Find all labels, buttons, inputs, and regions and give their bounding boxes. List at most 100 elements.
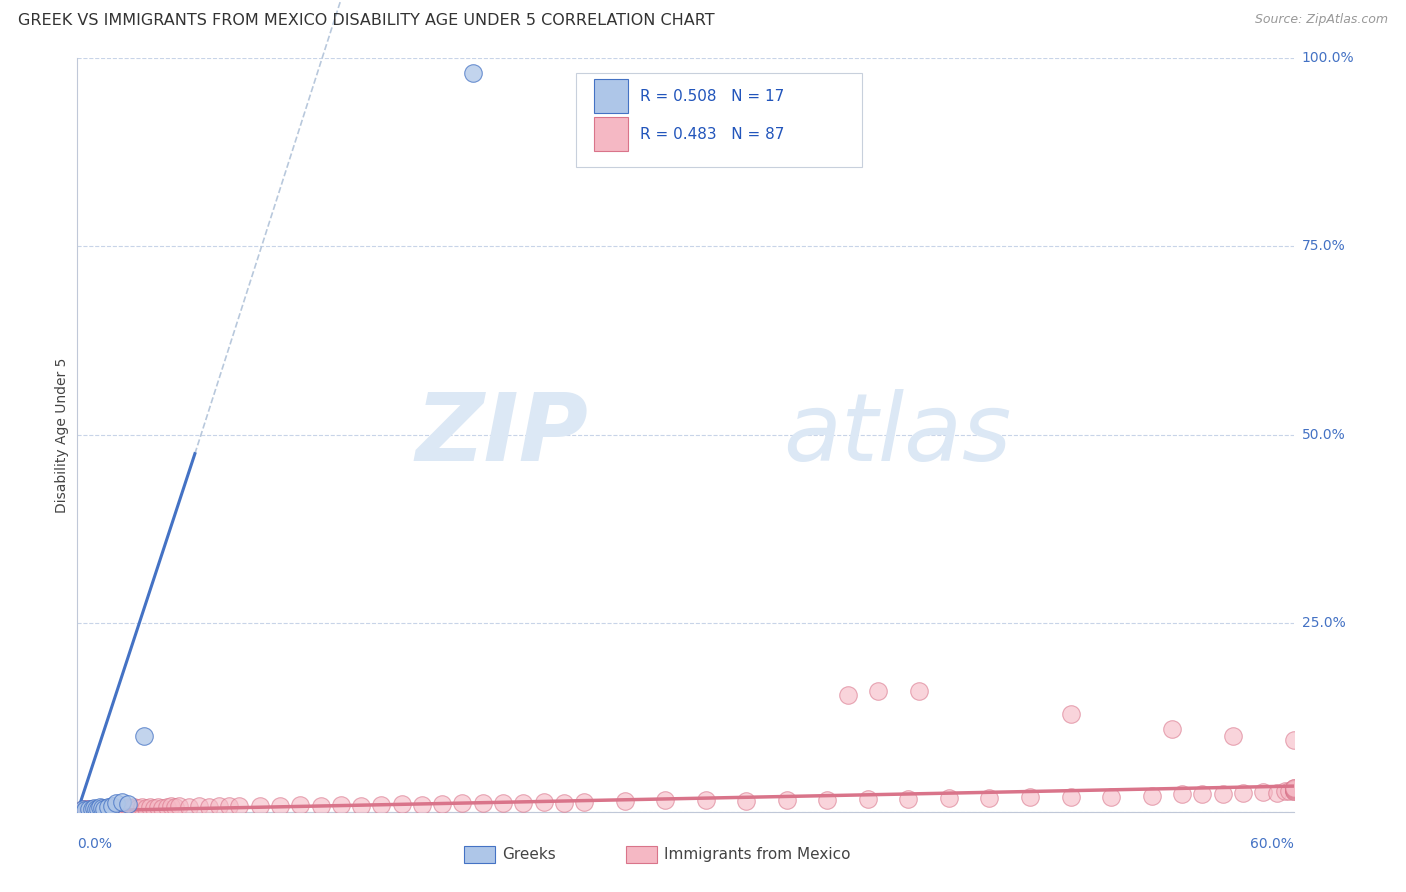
Point [1282, 780, 1305, 795]
Point [735, 794, 758, 808]
Point [1282, 782, 1305, 797]
Point [148, 800, 170, 814]
Point [75, 802, 97, 816]
Bar [595, 117, 628, 151]
Point [83, 802, 105, 816]
Point [79, 802, 101, 816]
Point [1222, 730, 1244, 744]
Text: 0.0%: 0.0% [77, 837, 112, 851]
Point [553, 796, 575, 810]
Point [93, 802, 115, 816]
Point [370, 797, 392, 812]
Point [177, 800, 200, 814]
Point [1191, 788, 1213, 802]
Point [1019, 790, 1042, 805]
Point [1059, 789, 1081, 804]
Point [115, 801, 138, 815]
Point [79, 802, 101, 816]
Point [104, 802, 127, 816]
Text: 60.0%: 60.0% [1250, 837, 1294, 851]
Point [776, 792, 799, 806]
Text: 50.0%: 50.0% [1302, 428, 1346, 442]
Point [1282, 781, 1305, 796]
Point [118, 801, 141, 815]
Point [533, 795, 555, 809]
Point [512, 796, 534, 810]
Point [75, 803, 97, 817]
Point [112, 802, 135, 816]
Point [430, 797, 453, 812]
Point [97, 802, 120, 816]
Point [86, 802, 108, 816]
Point [122, 800, 145, 814]
Point [1282, 782, 1305, 797]
Point [471, 797, 494, 811]
Point [104, 796, 127, 810]
Point [451, 797, 474, 811]
Point [111, 795, 134, 809]
Point [84, 802, 107, 816]
Point [163, 800, 186, 814]
Point [1274, 784, 1296, 798]
Point [86, 802, 108, 816]
Point [101, 798, 124, 813]
Point [84, 802, 107, 816]
Point [155, 800, 177, 814]
Text: R = 0.483   N = 87: R = 0.483 N = 87 [640, 127, 785, 142]
Point [309, 798, 332, 813]
Text: atlas: atlas [783, 389, 1011, 481]
Point [1171, 788, 1194, 802]
Point [111, 801, 134, 815]
Point [93, 802, 115, 816]
Point [907, 684, 929, 698]
Point [103, 802, 125, 816]
Point [134, 730, 156, 744]
Point [856, 792, 879, 806]
Point [654, 793, 676, 807]
Text: 75.0%: 75.0% [1302, 239, 1346, 253]
Point [135, 801, 157, 815]
Point [1282, 733, 1305, 747]
Point [72, 802, 94, 816]
Point [188, 799, 211, 814]
Point [1212, 787, 1234, 801]
Point [572, 795, 595, 809]
Point [159, 799, 181, 814]
Point [127, 801, 149, 815]
Point [143, 801, 166, 815]
Point [1161, 722, 1184, 736]
Text: 100.0%: 100.0% [1302, 51, 1354, 65]
Point [90, 801, 112, 815]
Point [897, 792, 920, 806]
Point [228, 799, 250, 814]
Point [269, 798, 291, 813]
Point [1099, 789, 1122, 804]
Point [391, 797, 413, 812]
Point [80, 802, 103, 816]
FancyBboxPatch shape [576, 73, 862, 168]
Point [1282, 784, 1305, 798]
Point [249, 799, 271, 814]
Point [1282, 783, 1305, 797]
Point [411, 797, 433, 812]
Bar [595, 79, 628, 113]
Point [208, 799, 231, 814]
Point [101, 802, 124, 816]
Text: Source: ZipAtlas.com: Source: ZipAtlas.com [1254, 13, 1388, 27]
Y-axis label: Disability Age Under 5: Disability Age Under 5 [55, 357, 69, 513]
Point [152, 801, 174, 815]
Text: 25.0%: 25.0% [1302, 616, 1346, 631]
Point [1059, 706, 1081, 721]
Point [131, 800, 153, 814]
Point [167, 799, 190, 814]
Point [117, 800, 139, 814]
Point [1278, 783, 1301, 797]
Point [76, 802, 98, 816]
Point [198, 800, 221, 814]
Point [90, 801, 112, 815]
Point [461, 66, 484, 80]
Point [329, 797, 352, 812]
Point [83, 801, 105, 815]
Point [1251, 785, 1274, 799]
Point [117, 797, 139, 812]
